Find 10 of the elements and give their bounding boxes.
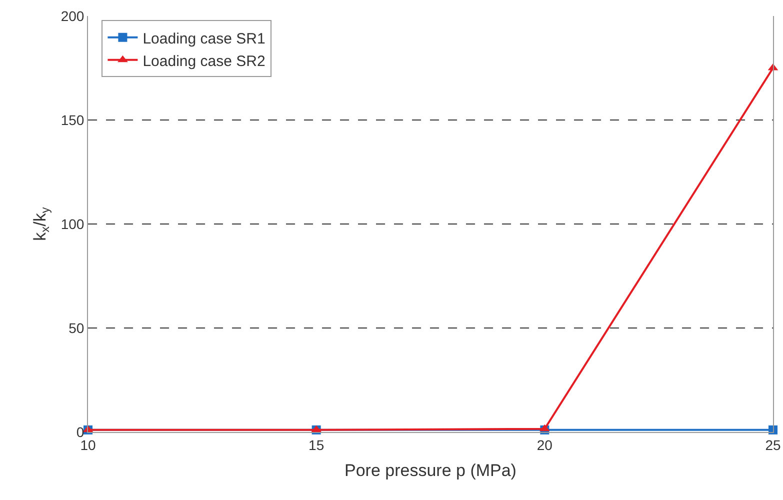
- y-tick-label: 50: [68, 320, 84, 336]
- x-tick-label: 15: [308, 436, 324, 453]
- y-tick-label: 150: [60, 112, 84, 128]
- x-axis-title: Pore pressure p (MPa): [344, 461, 516, 480]
- legend-label: Loading case SR2: [142, 52, 266, 70]
- legend-label: Loading case SR1: [142, 30, 266, 48]
- y-tick-label: 200: [60, 8, 84, 24]
- y-tick-label: 100: [60, 216, 84, 232]
- x-tick-label: 20: [536, 436, 553, 453]
- x-tick-label: 25: [765, 436, 781, 453]
